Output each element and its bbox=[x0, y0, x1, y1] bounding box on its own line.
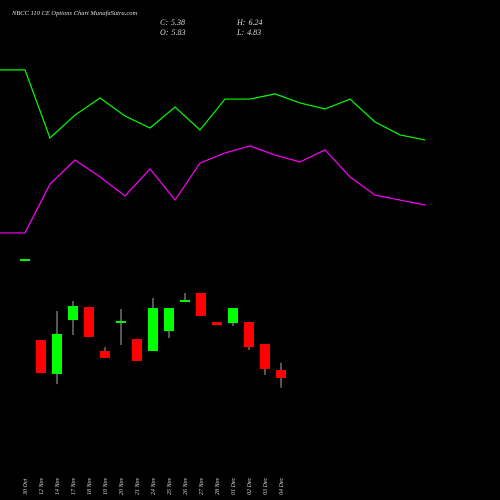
candle-body bbox=[20, 259, 30, 262]
candle-body bbox=[164, 307, 174, 332]
summary: C: 5.38 bbox=[160, 18, 185, 27]
summary-label: H: bbox=[236, 18, 246, 27]
summary-value: 5.38 bbox=[171, 18, 185, 27]
candle-body bbox=[36, 339, 46, 374]
candle-body bbox=[116, 320, 126, 323]
candle-body bbox=[212, 322, 222, 326]
summary-label: L: bbox=[236, 28, 244, 37]
summary-value: 5.83 bbox=[171, 28, 185, 37]
line-series bbox=[0, 145, 426, 234]
x-tick-label: 21 Nov bbox=[135, 477, 141, 495]
x-tick-label: 18 Nov bbox=[87, 477, 93, 495]
summary: O: 5.83 bbox=[160, 28, 185, 37]
x-tick-label: 27 Nov bbox=[199, 477, 205, 495]
line-series bbox=[0, 69, 426, 141]
candle-body bbox=[180, 299, 190, 302]
candle-body bbox=[52, 333, 62, 374]
candle-body bbox=[84, 307, 94, 337]
x-tick-label: 25 Nov bbox=[167, 477, 173, 495]
summary-value: 4.83 bbox=[247, 28, 261, 37]
candle-body bbox=[196, 293, 206, 316]
candle-body bbox=[244, 322, 254, 348]
x-tick-label: 14 Nov bbox=[54, 477, 61, 495]
candle-body bbox=[276, 370, 286, 379]
candle-body bbox=[132, 339, 142, 361]
candle-body bbox=[148, 307, 158, 352]
x-tick-label: 12 Nov bbox=[39, 477, 45, 495]
x-tick-label: 02 Dec bbox=[247, 478, 253, 495]
x-tick-label: 04 Dec bbox=[278, 478, 285, 495]
summary: L: 4.83 bbox=[236, 28, 261, 37]
x-tick-label: 01 Dec bbox=[231, 478, 237, 495]
x-tick-label: 20 Nov bbox=[119, 477, 125, 495]
chart-title: NBCC 110 CE Options Chart MunafaSutra.co… bbox=[11, 10, 137, 17]
candle-body bbox=[68, 306, 78, 321]
x-tick-label: 03 Dec bbox=[263, 478, 269, 495]
candle-body bbox=[260, 344, 270, 369]
x-tick-label: 30 Oct bbox=[23, 479, 29, 496]
x-tick-label: 24 Nov bbox=[150, 477, 157, 495]
candle-body bbox=[100, 351, 110, 358]
x-tick-label: 19 Nov bbox=[103, 477, 109, 495]
summary-label: O: bbox=[160, 28, 169, 37]
candle-body bbox=[228, 307, 238, 324]
x-tick-label: 28 Nov bbox=[215, 477, 221, 495]
summary: H: 6.24 bbox=[236, 18, 262, 27]
x-tick-label: 17 Nov bbox=[71, 477, 77, 495]
x-tick-label: 26 Nov bbox=[183, 477, 189, 495]
summary-value: 6.24 bbox=[248, 18, 262, 27]
summary-label: C: bbox=[160, 18, 168, 27]
